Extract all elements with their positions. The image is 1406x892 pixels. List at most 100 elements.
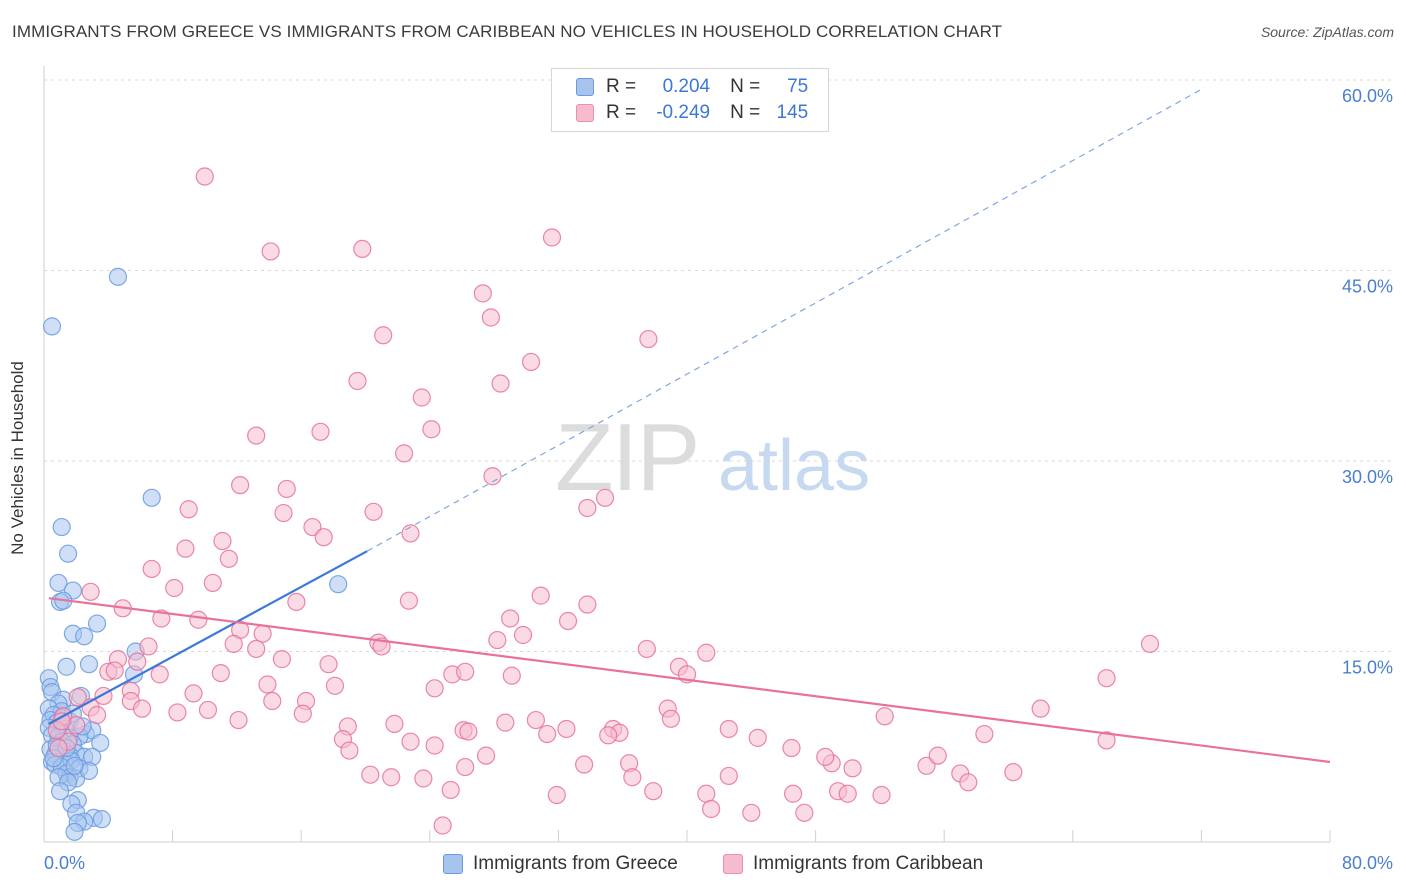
greece-trend-extension <box>366 87 1205 552</box>
y-tick-label: 30.0% <box>1342 467 1393 487</box>
bottom-legend-label-greece: Immigrants from Greece <box>473 853 678 874</box>
bottom-legend-greece: Immigrants from Greece <box>443 853 678 875</box>
caribbean-point <box>483 467 502 486</box>
greece-point <box>142 488 161 507</box>
caribbean-point <box>258 675 277 694</box>
source-credit: Source: ZipAtlas.com <box>1260 24 1394 40</box>
greece-point <box>87 614 107 633</box>
greece-point <box>49 573 68 593</box>
caribbean-point <box>195 167 214 186</box>
caribbean-point <box>394 444 414 463</box>
caribbean-point <box>277 479 296 499</box>
caribbean-point <box>1140 634 1160 653</box>
caribbean-point <box>719 719 738 739</box>
y-tick-label: 45.0% <box>1342 277 1393 297</box>
caribbean-point <box>538 724 557 744</box>
caribbean-point <box>253 624 272 643</box>
caribbean-point <box>644 782 663 801</box>
caribbean-point <box>816 747 835 767</box>
caribbean-point <box>247 426 266 445</box>
caribbean-point <box>456 662 475 681</box>
caribbean-point <box>128 652 147 671</box>
caribbean-point <box>599 726 618 745</box>
caribbean-point <box>783 784 803 803</box>
caribbean-point <box>224 634 243 653</box>
caribbean-point <box>502 666 521 685</box>
greece-point <box>42 317 62 336</box>
caribbean-point <box>184 684 203 703</box>
caribbean-point <box>975 724 994 744</box>
caribbean-point <box>87 705 107 725</box>
legend-n-label: N = <box>730 102 761 123</box>
caribbean-point <box>501 609 520 628</box>
caribbean-point <box>547 785 566 805</box>
caribbean-point <box>274 503 293 523</box>
caribbean-point <box>875 707 894 726</box>
caribbean-point <box>639 329 658 349</box>
caribbean-point <box>361 765 380 784</box>
caribbean-point <box>49 738 68 758</box>
greece-point <box>329 575 348 594</box>
caribbean-point <box>719 766 738 786</box>
caribbean-point <box>473 284 492 303</box>
caribbean-point <box>263 691 282 711</box>
caribbean-point <box>303 517 322 537</box>
caribbean-point <box>425 679 444 698</box>
caribbean-point <box>176 539 195 558</box>
caribbean-point <box>637 639 656 659</box>
caribbean-point <box>702 799 721 819</box>
caribbean-point <box>928 746 947 765</box>
caribbean-point <box>68 688 87 707</box>
caribbean-point <box>325 676 345 695</box>
caribbean-point <box>575 755 594 774</box>
greece-point <box>59 544 78 563</box>
bottom-legend-swatch-caribbean <box>723 854 743 874</box>
caribbean-point <box>795 803 814 822</box>
caribbean-point <box>150 665 169 684</box>
caribbean-point <box>742 803 761 822</box>
caribbean-point <box>697 784 716 803</box>
caribbean-point <box>382 768 401 787</box>
caribbean-point <box>1097 669 1116 688</box>
caribbean-point <box>578 498 597 518</box>
series-caribbean-points <box>47 167 1160 835</box>
caribbean-point <box>401 732 420 751</box>
chart-title: IMMIGRANTS FROM GREECE VS IMMIGRANTS FRO… <box>12 22 1003 41</box>
caribbean-point <box>374 326 393 345</box>
caribbean-point <box>843 759 862 778</box>
caribbean-point <box>385 714 404 733</box>
caribbean-point <box>203 573 222 593</box>
y-tick-label: 15.0% <box>1342 658 1393 678</box>
caribbean-point <box>219 549 238 568</box>
grid-lines <box>44 79 1394 652</box>
caribbean-point <box>441 780 460 800</box>
caribbean-point <box>211 663 230 683</box>
x-tick-label: 80.0% <box>1342 853 1393 873</box>
caribbean-point <box>189 610 208 629</box>
greece-point <box>79 655 99 674</box>
bottom-legend-label-caribbean: Immigrants from Caribbean <box>753 853 984 874</box>
caribbean-trend-line <box>48 597 1331 764</box>
caribbean-point <box>319 655 338 674</box>
caribbean-point <box>311 422 330 441</box>
legend-row-caribbean: R = -0.249 N = 145 <box>576 101 808 125</box>
caribbean-point <box>422 420 441 439</box>
legend-row-greece: R = 0.204 N = 75 <box>576 75 808 99</box>
caribbean-point <box>595 488 615 507</box>
caribbean-point <box>1004 763 1023 782</box>
caribbean-point <box>623 768 642 787</box>
caribbean-point <box>557 719 576 739</box>
caribbean-point <box>261 242 280 261</box>
caribbean-point <box>661 709 681 728</box>
legend-r-value-greece: 0.204 <box>662 76 711 97</box>
series-greece-points <box>39 267 348 841</box>
y-tick-label: 60.0% <box>1342 86 1393 106</box>
caribbean-point <box>459 722 478 741</box>
caribbean-point <box>105 661 124 680</box>
legend-n-value-caribbean: 145 <box>776 102 809 123</box>
caribbean-point <box>142 559 161 579</box>
caribbean-point <box>558 611 578 631</box>
legend-swatch-greece <box>576 78 594 96</box>
bottom-legend-caribbean: Immigrants from Caribbean <box>723 853 983 875</box>
